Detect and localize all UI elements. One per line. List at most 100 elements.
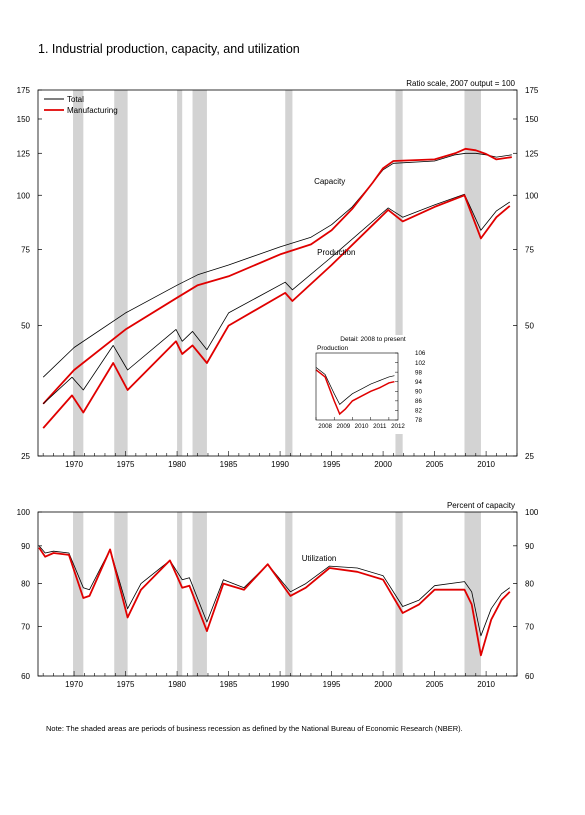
y-tick-label-left: 80 <box>21 580 30 589</box>
y-tick-label-left: 100 <box>17 191 31 200</box>
series-lines-group <box>42 147 512 429</box>
recession-band <box>395 512 403 676</box>
y-tick-label-right: 100 <box>525 191 539 200</box>
x-tick-label: 1980 <box>168 460 186 469</box>
inset-x-tick-label: 2011 <box>373 423 387 430</box>
manufacturing-capacity-line <box>42 147 512 405</box>
total-production-line <box>42 193 511 405</box>
y-tick-label-left: 50 <box>21 322 30 331</box>
x-tick-label: 1995 <box>323 680 341 689</box>
y-tick-label-right: 150 <box>525 115 539 124</box>
recession-band <box>395 90 403 456</box>
recession-shading-group <box>73 512 481 676</box>
legend-total-label: Total <box>67 95 84 104</box>
inset-total-line <box>315 367 395 405</box>
ratio-scale-label: Ratio scale, 2007 output = 100 <box>406 79 515 88</box>
y-tick-label-right: 90 <box>525 542 534 551</box>
recession-band <box>177 512 183 676</box>
plot-frame <box>37 89 518 457</box>
inset-lines-group <box>315 367 395 416</box>
y-tick-label-left: 75 <box>21 245 30 254</box>
capacity-annotation: Capacity <box>314 177 345 186</box>
footnote: Note: The shaded areas are periods of bu… <box>46 724 463 733</box>
inset-ticks-group: 78 82 86 90 94 98 102 106 2008 2009 2010 2011 2012 <box>315 350 426 430</box>
inset-x-tick-label: 2009 <box>336 423 350 430</box>
x-tick-label: 2010 <box>477 460 495 469</box>
x-tick-label: 1985 <box>220 460 238 469</box>
y-tick-label-right: 70 <box>525 623 534 632</box>
y-tick-label-right: 75 <box>525 245 534 254</box>
x-tick-label: 2000 <box>374 680 392 689</box>
x-tick-label: 2005 <box>426 460 444 469</box>
chart-title: 1. Industrial production, capacity, and … <box>38 42 300 56</box>
y-tick-label-left: 125 <box>17 149 31 158</box>
inset-title: Detail: 2008 to present <box>340 336 406 343</box>
plot-frame <box>37 511 518 677</box>
y-tick-label-left: 70 <box>21 623 30 632</box>
inset-frame <box>315 352 399 421</box>
recession-band <box>192 90 207 456</box>
x-tick-label: 1970 <box>65 680 83 689</box>
y-tick-label-right: 50 <box>525 322 534 331</box>
inset-y-tick-label: 86 <box>415 398 422 405</box>
x-tick-label: 1990 <box>271 680 289 689</box>
inset-y-tick-label: 94 <box>415 379 422 386</box>
inset-y-tick-label: 78 <box>415 417 422 424</box>
percent-of-capacity-label: Percent of capacity <box>447 501 515 510</box>
x-tick-label: 1970 <box>65 460 83 469</box>
series-lines-group <box>38 545 511 657</box>
x-tick-label: 1975 <box>117 460 135 469</box>
inset-chart: 78 82 86 90 94 98 102 106 2008 2009 2010 2011 2012 D… <box>312 335 426 434</box>
y-tick-label-right: 125 <box>525 149 539 158</box>
utilization-annotation: Utilization <box>302 554 337 563</box>
recession-band <box>73 512 84 676</box>
x-tick-label: 1985 <box>220 680 238 689</box>
y-tick-label-right: 60 <box>525 672 534 681</box>
inset-y-tick-label: 90 <box>415 388 422 395</box>
y-tick-label-right: 175 <box>525 86 539 95</box>
x-tick-label: 2005 <box>426 680 444 689</box>
x-tick-label: 2000 <box>374 460 392 469</box>
production-annotation: Production <box>317 248 355 257</box>
inset-x-tick-label: 2012 <box>391 423 405 430</box>
recession-band <box>177 90 183 456</box>
recession-band <box>464 90 481 456</box>
y-tick-label-left: 25 <box>21 452 30 461</box>
total-utilization-line <box>38 545 511 637</box>
recession-band <box>192 512 207 676</box>
x-tick-label: 1990 <box>271 460 289 469</box>
recession-shading-group <box>73 90 481 456</box>
inset-x-tick-label: 2008 <box>318 423 332 430</box>
axis-ticks-group <box>38 89 518 457</box>
axis-labels-group: 60 60 70 70 80 80 90 90 100 100 1970 1975 1980 1985 19… <box>17 508 539 689</box>
y-tick-label-left: 60 <box>21 672 30 681</box>
inset-y-tick-label: 98 <box>415 369 422 376</box>
total-capacity-line <box>42 152 512 378</box>
x-tick-label: 1980 <box>168 680 186 689</box>
manufacturing-utilization-line <box>38 547 511 657</box>
y-tick-label-right: 80 <box>525 580 534 589</box>
utilization-panel: 60 60 70 70 80 80 90 90 100 100 1970 1975 1980 1985 19… <box>17 501 539 689</box>
y-tick-label-right: 25 <box>525 452 534 461</box>
y-tick-label-right: 100 <box>525 508 539 517</box>
production-capacity-panel: 25 25 50 50 75 75 100 100 125 125 150 150 175 175 1970… <box>17 79 539 469</box>
axis-labels-group: 25 25 50 50 75 75 100 100 125 125 150 150 175 175 1970… <box>17 86 539 469</box>
recession-band <box>285 90 293 456</box>
y-tick-label-left: 150 <box>17 115 31 124</box>
x-tick-label: 2010 <box>477 680 495 689</box>
axis-ticks-group <box>38 511 518 677</box>
inset-y-tick-label: 106 <box>415 350 426 357</box>
inset-y-tick-label: 102 <box>415 360 426 367</box>
manufacturing-production-line <box>42 194 511 429</box>
recession-band <box>73 90 84 456</box>
inset-x-tick-label: 2010 <box>355 423 369 430</box>
x-tick-label: 1975 <box>117 680 135 689</box>
x-tick-label: 1995 <box>323 460 341 469</box>
inset-background <box>312 335 424 434</box>
y-tick-label-left: 90 <box>21 542 30 551</box>
recession-band <box>114 90 128 456</box>
inset-production-label: Production <box>317 345 348 352</box>
legend: Total Manufacturing <box>44 95 118 115</box>
y-tick-label-left: 175 <box>17 86 31 95</box>
